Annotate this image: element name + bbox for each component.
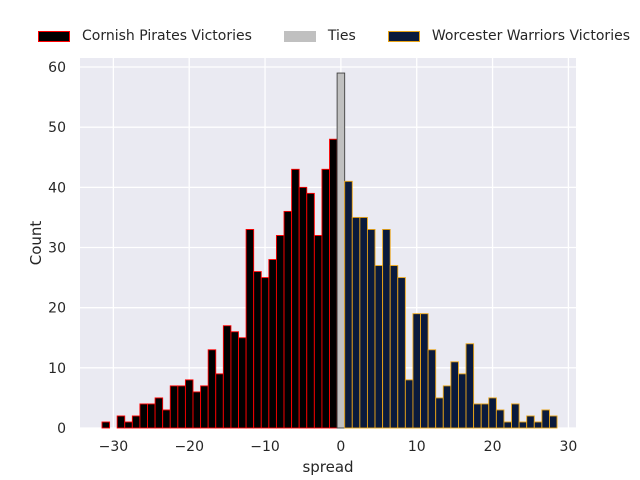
y-tick-label: 10 [48, 361, 66, 377]
bar-worcester [359, 216, 368, 429]
bar-worcester [549, 415, 558, 429]
x-tick-label: 10 [408, 439, 426, 455]
bar-cornish [124, 421, 133, 429]
bar-worcester [374, 265, 384, 429]
bar-worcester [420, 313, 429, 429]
x-tick-label: 30 [560, 439, 578, 455]
bar-cornish [230, 331, 239, 429]
bar-cornish [162, 409, 171, 429]
bar-cornish [306, 192, 315, 429]
bars [101, 72, 558, 429]
bar-worcester [465, 343, 475, 429]
bar-worcester [412, 313, 421, 429]
bar-worcester [397, 277, 406, 429]
bar-worcester [351, 216, 361, 429]
x-tick-label: −10 [250, 439, 280, 455]
bar-worcester [511, 403, 520, 429]
bar-worcester [435, 397, 444, 429]
bar-cornish [139, 403, 148, 429]
bar-cornish [275, 235, 285, 429]
y-axis-ticks: 0 10 20 30 40 50 60 [48, 60, 66, 437]
bar-cornish [283, 210, 293, 429]
legend-swatch-ties [283, 30, 316, 42]
bar-cornish [253, 271, 262, 429]
bar-cornish [207, 349, 217, 429]
bar-cornish [321, 168, 330, 429]
x-tick-label: −20 [174, 439, 204, 455]
bar-cornish [131, 415, 141, 429]
bar-cornish [116, 415, 126, 429]
x-tick-label: −30 [99, 439, 129, 455]
bar-cornish [177, 385, 186, 429]
bar-worcester [488, 397, 497, 429]
x-axis-ticks: −30 −20 −10 0 10 20 30 [99, 439, 578, 455]
bar-cornish [101, 421, 111, 429]
bar-worcester [450, 361, 459, 429]
x-tick-label: 0 [336, 439, 345, 455]
bar-cornish [147, 403, 156, 429]
legend-item-ties[interactable]: Ties [283, 28, 356, 44]
y-tick-label: 50 [48, 120, 66, 136]
bar-cornish [291, 168, 300, 429]
bar-cornish [268, 259, 277, 429]
bar-worcester [526, 415, 535, 429]
bar-worcester [473, 403, 482, 429]
bar-worcester [382, 229, 391, 429]
bar-worcester [533, 421, 543, 429]
y-tick-label: 40 [48, 180, 66, 196]
y-axis-label: Count [27, 221, 45, 266]
bar-cornish [329, 138, 338, 429]
bar-worcester [442, 385, 452, 429]
bar-worcester [541, 409, 550, 429]
bar-cornish [169, 385, 179, 429]
legend-item-cornish[interactable]: Cornish Pirates Victories [38, 28, 252, 44]
legend-swatch-cornish [38, 30, 70, 42]
bar-cornish [298, 186, 308, 429]
legend: Cornish Pirates Victories Ties Worcester… [38, 26, 630, 46]
bar-worcester [366, 229, 376, 429]
y-tick-label: 60 [48, 60, 66, 76]
y-tick-label: 30 [48, 241, 66, 257]
bar-ties [336, 72, 346, 429]
bar-cornish [313, 235, 323, 429]
x-axis-label: spread [302, 458, 353, 476]
bar-worcester [518, 421, 528, 429]
y-tick-label: 20 [48, 301, 66, 317]
bar-cornish [260, 277, 270, 429]
legend-label-cornish: Cornish Pirates Victories [82, 28, 252, 44]
bar-cornish [184, 379, 194, 429]
bar-worcester [495, 409, 505, 429]
legend-label-worcester: Worcester Warriors Victories [431, 28, 630, 44]
bar-worcester [503, 421, 512, 429]
x-tick-label: 20 [484, 439, 502, 455]
bar-cornish [222, 325, 232, 429]
bar-cornish [200, 385, 209, 429]
y-tick-label: 0 [57, 421, 66, 437]
bar-cornish [238, 337, 247, 429]
bar-worcester [480, 403, 490, 429]
bar-worcester [457, 373, 467, 429]
legend-label-ties: Ties [327, 28, 356, 44]
bar-worcester [427, 349, 437, 429]
bar-worcester [404, 379, 414, 429]
legend-item-worcester[interactable]: Worcester Warriors Victories [387, 28, 630, 44]
bar-cornish [245, 229, 255, 429]
legend-swatch-worcester [387, 30, 420, 42]
bar-cornish [215, 373, 224, 429]
bar-cornish [154, 397, 164, 429]
bar-cornish [192, 391, 202, 429]
bar-worcester [389, 265, 399, 429]
bar-worcester [344, 180, 353, 429]
